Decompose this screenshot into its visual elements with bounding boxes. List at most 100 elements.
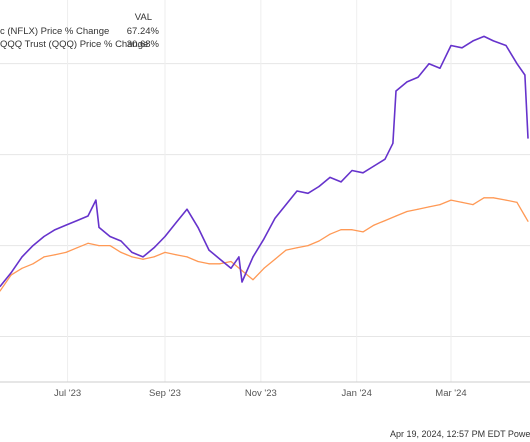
data-point-qqq [186,256,188,258]
x-axis: Jul '23 Sep '23 Nov '23 Jan '24 Mar '24 [0,381,530,399]
legend-label-qqq: QQQ Trust (QQQ) Price % Change [0,39,148,50]
data-point-qqq [483,197,485,199]
data-point-nflx [450,44,452,47]
data-point-nflx [274,217,276,219]
data-point-nflx [230,267,232,269]
series-layer [0,35,529,292]
data-point-nflx [65,224,67,226]
data-point-qqq [472,204,474,206]
data-point-nflx [186,208,188,210]
data-point-nflx [285,204,287,206]
data-point-qqq [524,215,526,217]
data-point-nflx [340,181,342,183]
data-point-nflx [76,220,78,222]
data-point-nflx [505,44,507,47]
data-point-nflx [296,190,298,192]
data-point-nflx [483,35,485,38]
data-point-qqq [142,258,144,260]
data-point-qqq [274,258,276,260]
data-point-nflx [153,247,155,249]
data-point-nflx [395,90,397,92]
data-point-nflx [527,137,529,139]
data-point-qqq [307,245,309,247]
data-point-qqq [329,233,331,235]
data-point-nflx [461,47,463,49]
data-point-nflx [238,256,240,258]
data-point-nflx [175,222,177,224]
data-point-qqq [296,247,298,249]
data-point-nflx [10,272,12,274]
data-point-qqq [208,263,210,265]
data-point-qqq [505,199,507,201]
data-point-nflx [241,281,243,283]
data-point-nflx [428,63,430,65]
data-point-nflx [21,256,23,258]
data-point-qqq [153,256,155,258]
data-point-qqq [263,267,265,269]
data-point-qqq [43,256,45,258]
data-point-nflx [392,142,394,144]
data-point-nflx [362,172,364,174]
data-point-qqq [384,220,386,222]
data-point-nflx [32,245,34,247]
data-point-qqq [175,254,177,256]
data-point-nflx [95,199,97,201]
data-point-nflx [164,235,166,238]
data-point-nflx [197,226,199,228]
data-point-qqq [230,260,232,263]
chart-footer: Apr 19, 2024, 12:57 PM EDT Powered by [390,429,530,439]
data-point-nflx [120,240,122,242]
data-point-qqq [54,254,56,256]
data-point-nflx [516,63,518,65]
data-point-qqq [109,245,111,247]
series-line-qqq [0,197,529,292]
data-point-qqq [461,201,463,203]
data-point-nflx [0,285,1,288]
data-point-qqq [120,251,122,253]
data-point-nflx [54,229,56,231]
data-point-qqq [373,224,375,226]
data-point-nflx [208,249,210,251]
data-point-nflx [142,256,144,258]
data-point-nflx [131,251,133,253]
data-point-nflx [492,40,494,42]
data-point-qqq [516,201,518,203]
legend-value-nflx: 67.24% [127,26,160,37]
data-point-qqq [439,204,441,206]
data-point-nflx [373,165,375,167]
data-point-qqq [417,208,419,210]
data-point-qqq [76,247,78,249]
x-tick-label: Jan '24 [342,388,372,399]
data-point-qqq [21,267,23,269]
data-point-nflx [439,67,441,69]
data-point-nflx [43,235,45,238]
data-point-nflx [384,158,386,160]
data-point-nflx [472,40,474,42]
grid [0,0,530,382]
data-point-nflx [417,76,419,78]
data-point-nflx [318,185,320,188]
data-point-nflx [406,81,408,83]
legend-header: VAL [135,12,152,23]
data-point-nflx [219,258,221,260]
x-tick-label: Mar '24 [435,388,466,399]
data-point-qqq [362,231,364,233]
legend: VAL c (NFLX) Price % Change 67.24% QQQ T… [0,12,160,50]
data-point-qqq [0,290,1,292]
data-point-qqq [285,249,287,251]
data-point-nflx [351,169,353,172]
data-point-qqq [351,229,353,231]
data-point-nflx [109,235,111,238]
x-tick-label: Nov '23 [245,388,277,399]
data-point-qqq [164,251,166,253]
data-point-qqq [395,215,397,217]
legend-value-qqq: 30.68% [127,39,160,50]
data-point-qqq [252,279,254,281]
data-point-qqq [340,229,342,231]
data-point-qqq [492,197,494,199]
data-point-nflx [524,74,526,76]
data-point-qqq [98,245,100,247]
